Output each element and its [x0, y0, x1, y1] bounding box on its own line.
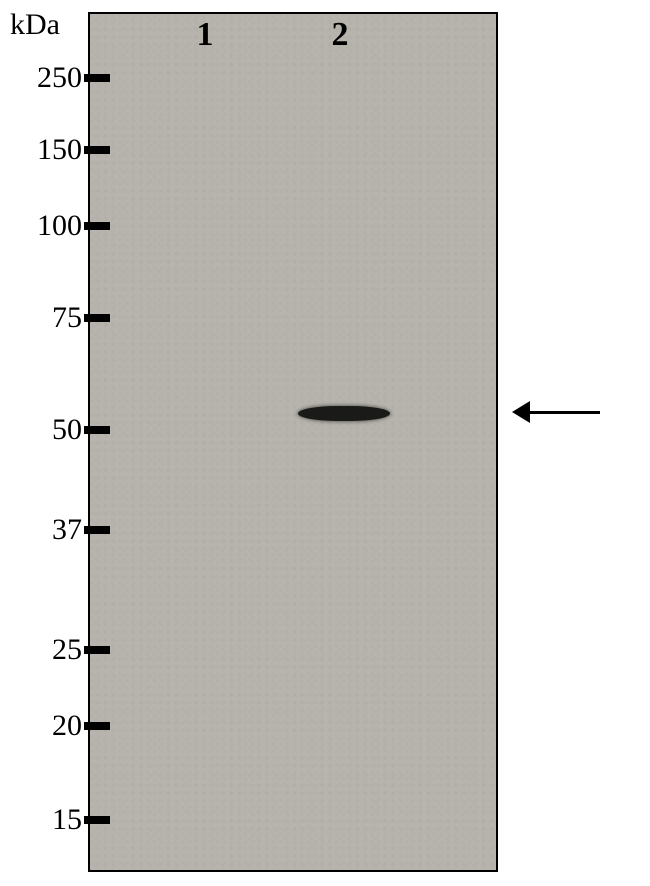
- ladder-tick-75: [84, 314, 110, 322]
- ladder-tick-25: [84, 646, 110, 654]
- band-arrow-head: [512, 401, 530, 423]
- ladder-tick-37: [84, 526, 110, 534]
- ladder-label-20: 20: [0, 709, 82, 743]
- ladder-tick-50: [84, 426, 110, 434]
- band-lane2-1: [298, 406, 390, 421]
- ladder-tick-15: [84, 816, 110, 824]
- kda-header: kDa: [10, 8, 60, 42]
- ladder-label-75: 75: [0, 301, 82, 335]
- ladder-tick-150: [84, 146, 110, 154]
- ladder-tick-250: [84, 74, 110, 82]
- blot-membrane: [88, 12, 498, 872]
- ladder-label-50: 50: [0, 413, 82, 447]
- band-arrow-line: [530, 411, 600, 414]
- ladder-label-37: 37: [0, 513, 82, 547]
- ladder-label-100: 100: [0, 209, 82, 243]
- ladder-label-150: 150: [0, 133, 82, 167]
- ladder-label-25: 25: [0, 633, 82, 667]
- ladder-tick-100: [84, 222, 110, 230]
- ladder-label-250: 250: [0, 61, 82, 95]
- ladder-tick-20: [84, 722, 110, 730]
- lane-label-1: 1: [197, 16, 214, 54]
- ladder-label-15: 15: [0, 803, 82, 837]
- lane-label-2: 2: [332, 16, 349, 54]
